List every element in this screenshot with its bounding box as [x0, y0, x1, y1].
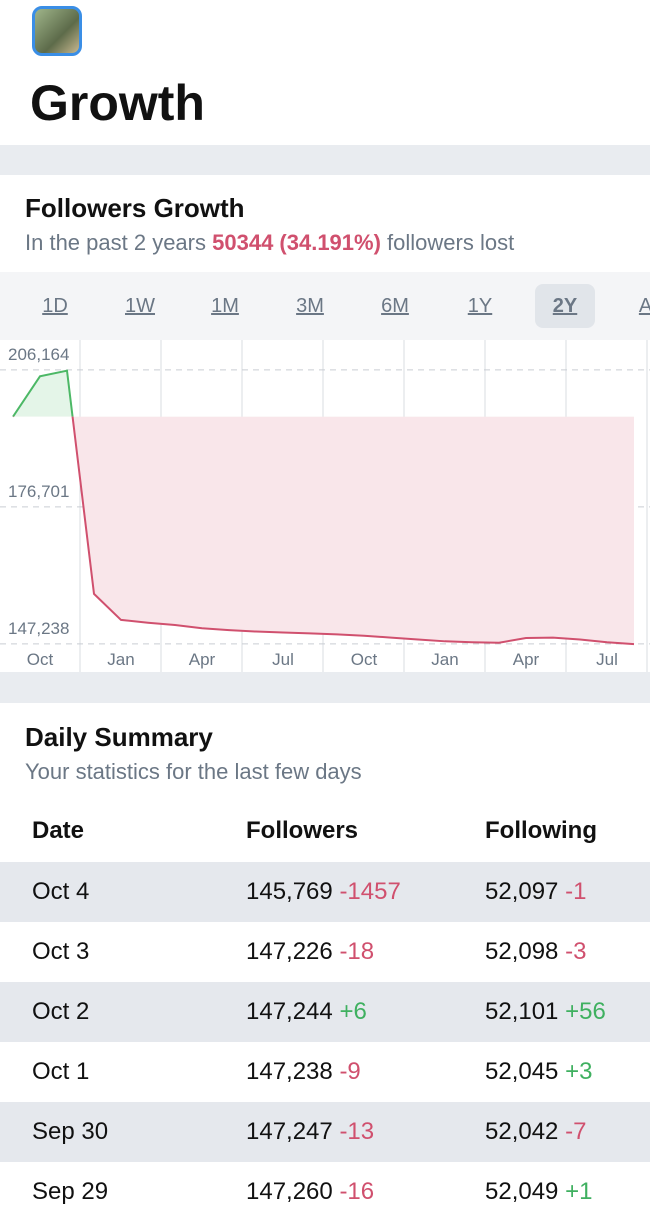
- followers-cell: 147,244 +6: [245, 982, 484, 1042]
- change: +56: [565, 998, 606, 1025]
- count: 147,244: [246, 998, 333, 1025]
- change: -18: [339, 938, 375, 965]
- x-tick-label: Apr: [189, 650, 216, 669]
- count: 52,049: [485, 1178, 559, 1205]
- following-cell: 52,098 -3: [484, 922, 650, 982]
- count: 52,045: [485, 1058, 559, 1085]
- growth-header: Followers Growth In the past 2 years 503…: [25, 193, 514, 256]
- date-cell: Oct 3: [32, 938, 90, 965]
- summary-table: Date Followers Following Oct 4 145,769 -1457…: [0, 800, 650, 1222]
- table-row: Oct 2 147,244 +6 52,101 +56: [0, 982, 650, 1042]
- date-cell: Sep 30: [0, 1102, 245, 1162]
- change: -13: [339, 1118, 375, 1145]
- subtitle-text: followers lost: [387, 230, 515, 255]
- count: 147,260: [246, 1178, 333, 1205]
- page-title: Growth: [30, 75, 205, 131]
- x-tick-label: Jul: [272, 650, 294, 669]
- following-cell: 52,049 +1: [484, 1162, 650, 1222]
- card-title: Followers Growth: [25, 193, 245, 223]
- table-row: Sep 29 147,260 -16 52,049 +1: [0, 1162, 650, 1222]
- chart: Oct Jan Apr Jul Oct Jan Apr Jul 147,238 176,701 20…: [0, 340, 650, 672]
- count: 52,097: [485, 878, 559, 905]
- change: -7: [565, 1118, 587, 1145]
- summary-header: Daily Summary Your statistics for the la…: [25, 722, 362, 785]
- count: 52,042: [485, 1118, 559, 1145]
- count: 52,098: [485, 938, 559, 965]
- change: +3: [565, 1058, 593, 1085]
- following-cell: 52,042 -7: [484, 1102, 650, 1162]
- range-tab[interactable]: 1W: [125, 295, 155, 317]
- y-tick-label: 176,701: [8, 482, 69, 501]
- followers-cell: 147,238 -9: [245, 1042, 484, 1102]
- count: 145,769: [246, 878, 333, 905]
- x-tick-label: Jan: [107, 650, 134, 669]
- change: -9: [339, 1058, 361, 1085]
- subtitle-text: In the past 2 years: [25, 230, 206, 255]
- date-cell: Oct 1: [32, 1058, 90, 1085]
- separator: [0, 672, 650, 703]
- line-loss: [13, 416, 635, 646]
- column-header: Followers: [246, 817, 359, 844]
- table-row: Oct 1 147,238 -9 52,045 +3: [0, 1042, 650, 1102]
- change: -3: [565, 938, 587, 965]
- change: +1: [565, 1178, 593, 1205]
- x-tick-label: Jan: [431, 650, 458, 669]
- range-tab[interactable]: All: [638, 295, 650, 317]
- range-tab[interactable]: 2Y: [535, 284, 595, 328]
- x-tick-label: Oct: [351, 650, 378, 669]
- range-tab[interactable]: 3M: [296, 295, 324, 317]
- column-header: Date: [32, 817, 85, 844]
- change: -1: [565, 878, 587, 905]
- count: 147,247: [246, 1118, 333, 1145]
- count: 52,101: [485, 998, 559, 1025]
- app-icon[interactable]: [32, 6, 82, 56]
- x-tick-label: Jul: [596, 650, 618, 669]
- y-tick-label: 206,164: [8, 345, 69, 364]
- card-subtitle: In the past 2 years 50344 (34.191%) foll…: [25, 230, 514, 256]
- x-tick-label: Oct: [27, 650, 54, 669]
- change: -1457: [339, 878, 401, 905]
- table-row: Oct 4 145,769 -1457 52,097 -1: [0, 862, 650, 922]
- table-row: Sep 30 147,247 -13 52,042 -7: [0, 1102, 650, 1162]
- y-tick-label: 147,238: [8, 619, 69, 638]
- subtitle-highlight: 50344 (34.191%): [212, 230, 381, 255]
- range-tab[interactable]: 1D: [42, 295, 68, 317]
- followers-cell: 147,247 -13: [245, 1102, 484, 1162]
- column-header: Following: [485, 817, 597, 844]
- card-subtitle: Your statistics for the last few days: [25, 759, 362, 784]
- table-row: Oct 3 147,226 -18 52,098 -3: [0, 922, 650, 982]
- card-title: Daily Summary: [25, 722, 213, 752]
- range-tab[interactable]: 1Y: [467, 295, 493, 317]
- followers-cell: 147,260 -16: [245, 1162, 484, 1222]
- following-cell: 52,045 +3: [484, 1042, 650, 1102]
- followers-cell: 147,226 -18: [245, 922, 484, 982]
- range-tabs: 1D 1W 1M 3M 6M 1Y 2Y All: [0, 272, 650, 340]
- date-cell: Oct 4: [0, 862, 245, 922]
- change: +6: [339, 998, 367, 1025]
- change: -16: [339, 1178, 375, 1205]
- x-tick-label: Apr: [513, 650, 540, 669]
- separator: [0, 145, 650, 175]
- date-cell: Oct 2: [0, 982, 245, 1042]
- count: 147,226: [246, 938, 333, 965]
- followers-cell: 145,769 -1457: [245, 862, 484, 922]
- range-tab[interactable]: 6M: [381, 295, 409, 317]
- count: 147,238: [246, 1058, 333, 1085]
- area-loss: [72, 416, 634, 645]
- following-cell: 52,101 +56: [484, 982, 650, 1042]
- date-cell: Sep 29: [32, 1178, 109, 1205]
- following-cell: 52,097 -1: [484, 862, 650, 922]
- range-tab[interactable]: 1M: [211, 295, 239, 317]
